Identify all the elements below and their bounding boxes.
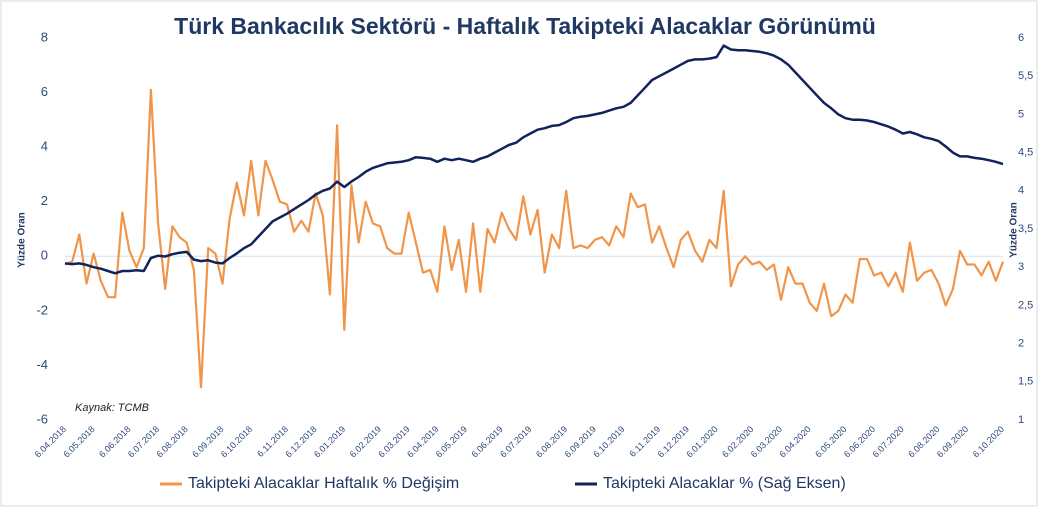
y2-axis-label: Yüzde Oran (1009, 202, 1020, 258)
chart-title: Türk Bankacılık Sektörü - Haftalık Takip… (174, 13, 876, 39)
y2-tick-label: 6 (1018, 32, 1024, 44)
y-tick-label: 6 (41, 84, 48, 99)
y2-tick-label: 2 (1018, 338, 1024, 350)
y2-tick-label: 4,5 (1018, 147, 1033, 159)
y2-tick-label: 2,5 (1018, 299, 1033, 311)
legend-label: Takipteki Alacaklar % (Sağ Eksen) (603, 475, 846, 492)
y-axis-label: Yüzde Oran (17, 212, 28, 268)
legend-label: Takipteki Alacaklar Haftalık % Değişim (188, 475, 459, 492)
y-tick-label: 8 (41, 29, 48, 44)
y-tick-label: -6 (36, 411, 48, 426)
y2-tick-label: 1,5 (1018, 376, 1033, 388)
y2-tick-label: 5,5 (1018, 70, 1033, 82)
y-tick-label: -2 (36, 302, 48, 317)
y2-tick-label: 1 (1018, 414, 1024, 426)
y2-tick-label: 5 (1018, 108, 1024, 120)
y-tick-label: 2 (41, 193, 48, 208)
y-tick-label: -4 (36, 357, 48, 372)
y-tick-label: 4 (41, 139, 48, 154)
y-tick-label: 0 (41, 248, 48, 263)
series-line (64, 88, 1005, 389)
series-line (64, 44, 1004, 275)
y2-tick-label: 3,5 (1018, 223, 1033, 235)
source-note: Kaynak: TCMB (75, 402, 149, 414)
y2-tick-label: 4 (1018, 185, 1024, 197)
y2-tick-label: 3 (1018, 261, 1024, 273)
